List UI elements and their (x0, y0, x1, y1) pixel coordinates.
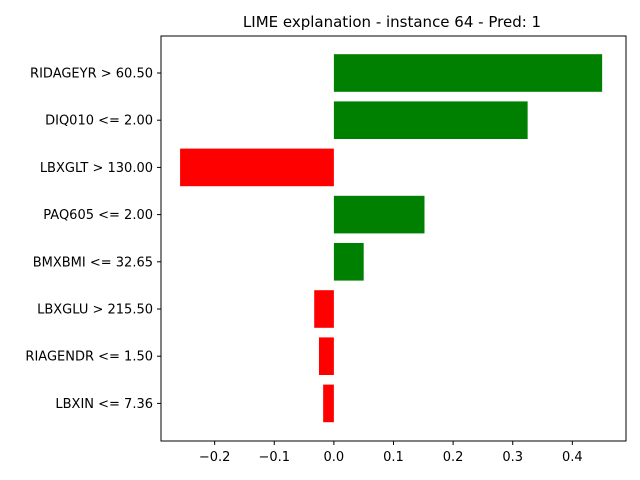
y-tick-label-0: RIDAGEYR > 60.50 (30, 67, 153, 82)
bar-5 (314, 290, 334, 328)
y-tick-label-5: LBXGLU > 215.50 (37, 303, 153, 318)
x-tick-label-6: 0.4 (562, 450, 583, 465)
y-tick-label-1: DIQ010 <= 2.00 (45, 114, 153, 129)
bar-2 (180, 148, 334, 187)
y-tick-label-6: RIAGENDR <= 1.50 (25, 350, 153, 365)
bars-group (180, 54, 603, 423)
y-tick-label-4: BMXBMI <= 32.65 (33, 255, 153, 270)
x-tick-label-1: −0.1 (258, 450, 290, 465)
bar-7 (323, 384, 334, 423)
bar-4 (333, 243, 364, 281)
bar-0 (333, 54, 603, 92)
bar-1 (333, 101, 528, 139)
y-tick-label-2: LBXGLT > 130.00 (40, 161, 153, 176)
bar-6 (318, 337, 334, 375)
x-tick-label-0: −0.2 (199, 450, 231, 465)
x-tick-label-4: 0.2 (443, 450, 464, 465)
y-tick-label-7: LBXIN <= 7.36 (55, 397, 153, 412)
x-tick-label-3: 0.1 (383, 450, 404, 465)
x-tick-label-5: 0.3 (502, 450, 523, 465)
chart-title: LIME explanation - instance 64 - Pred: 1 (243, 13, 541, 31)
x-tick-label-2: 0.0 (324, 450, 345, 465)
y-tick-label-3: PAQ605 <= 2.00 (43, 208, 153, 223)
x-ticks: −0.2 −0.1 0.0 0.1 0.2 0.3 0.4 (199, 441, 583, 465)
plot-frame (160, 35, 627, 442)
y-ticks: RIDAGEYR > 60.50 DIQ010 <= 2.00 LBXGLT > 1… (25, 67, 161, 412)
bar-3 (333, 195, 425, 234)
